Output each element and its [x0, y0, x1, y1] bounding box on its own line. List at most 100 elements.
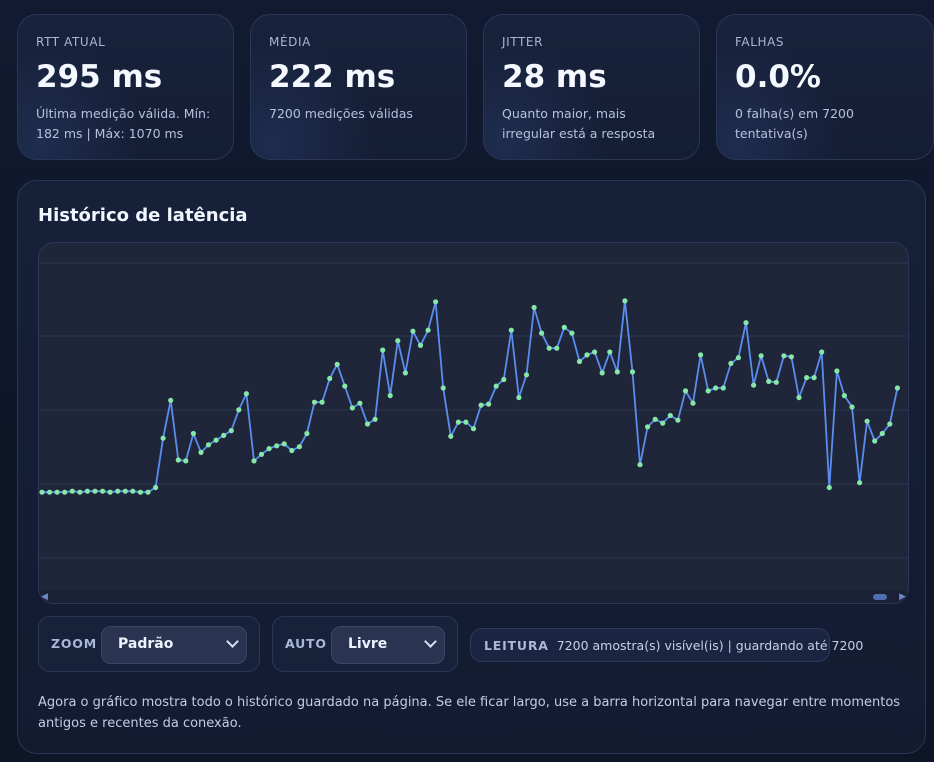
- data-point: [667, 412, 673, 419]
- stat-value: 295 ms: [36, 59, 163, 95]
- data-point: [205, 442, 212, 448]
- data-point: [637, 462, 643, 468]
- zoom-select[interactable]: Padrão: [101, 626, 247, 664]
- data-point: [39, 489, 45, 495]
- data-point: [682, 388, 689, 394]
- data-point: [455, 419, 461, 425]
- data-point: [410, 328, 416, 334]
- data-point: [425, 327, 431, 333]
- data-point: [614, 369, 620, 375]
- data-point: [122, 488, 128, 494]
- data-point: [584, 352, 590, 358]
- stat-sub: Quanto maior, mais irregular está a resp…: [502, 106, 656, 141]
- latency-history-panel: Histórico de latência ◀ ▶ ZOOM Padrão AU…: [17, 180, 926, 754]
- data-point: [319, 399, 325, 405]
- data-point: [599, 370, 605, 376]
- data-point: [872, 438, 878, 444]
- data-point: [887, 421, 893, 427]
- data-point: [349, 405, 355, 411]
- scrollbar-thumb[interactable]: [873, 594, 887, 600]
- scroll-right-icon[interactable]: ▶: [899, 592, 906, 602]
- data-point: [274, 443, 280, 449]
- data-point: [864, 418, 870, 424]
- data-point: [819, 349, 825, 355]
- data-point: [296, 444, 302, 450]
- stat-card-media: MÉDIA 222 ms 7200 medições válidas: [250, 14, 467, 160]
- data-point: [69, 488, 75, 494]
- chevron-down-icon: [226, 635, 239, 648]
- latency-chart[interactable]: ◀ ▶: [38, 242, 909, 604]
- data-point: [576, 358, 583, 365]
- data-point: [841, 393, 848, 399]
- data-point: [281, 441, 287, 447]
- data-point: [395, 338, 401, 344]
- data-point: [690, 400, 696, 406]
- data-point: [751, 382, 757, 388]
- zoom-select-value: Padrão: [118, 636, 174, 652]
- data-point: [100, 488, 106, 494]
- data-point: [77, 489, 83, 495]
- data-point: [168, 397, 174, 403]
- data-point: [115, 488, 121, 494]
- stat-label: MÉDIA: [269, 35, 311, 49]
- data-point: [402, 370, 408, 376]
- data-point: [372, 416, 378, 422]
- data-point: [62, 489, 68, 495]
- data-point: [342, 383, 348, 389]
- reading-badge: LEITURA 7200 amostra(s) visível(is) | gua…: [470, 628, 863, 662]
- stat-card-jitter: JITTER 28 ms Quanto maior, mais irregula…: [483, 14, 700, 160]
- stat-value: 0.0%: [735, 59, 821, 95]
- data-point: [54, 489, 60, 495]
- data-point: [516, 394, 522, 401]
- data-point: [258, 451, 265, 457]
- auto-select[interactable]: Livre: [331, 626, 445, 664]
- data-point: [380, 347, 386, 353]
- data-point: [811, 375, 817, 381]
- data-point: [826, 484, 832, 491]
- data-point: [720, 385, 726, 391]
- data-point: [849, 404, 855, 410]
- data-point: [92, 488, 98, 494]
- data-point: [796, 394, 802, 401]
- data-point: [554, 345, 560, 351]
- data-point: [728, 360, 734, 366]
- data-point: [440, 385, 446, 391]
- data-point: [486, 401, 492, 407]
- data-point: [501, 376, 507, 383]
- data-point: [645, 424, 651, 430]
- auto-control: AUTO Livre: [272, 616, 458, 672]
- data-point: [879, 430, 885, 437]
- data-point: [357, 400, 363, 406]
- data-point: [266, 446, 272, 452]
- data-point: [569, 330, 575, 336]
- data-point: [175, 457, 181, 463]
- horizontal-scrollbar[interactable]: ◀ ▶: [39, 591, 908, 603]
- zoom-label: ZOOM: [51, 636, 97, 651]
- data-point: [652, 416, 658, 422]
- data-point: [289, 447, 295, 454]
- data-point: [228, 428, 234, 434]
- data-point: [160, 435, 166, 441]
- scroll-left-icon[interactable]: ◀: [41, 592, 48, 602]
- panel-title: Histórico de latência: [38, 205, 248, 226]
- series-line: [42, 300, 899, 494]
- data-point: [758, 353, 764, 359]
- data-point: [137, 489, 143, 495]
- data-point: [448, 433, 454, 439]
- history-note: Agora o gráfico mostra todo o histórico …: [38, 695, 901, 731]
- data-point: [387, 393, 393, 399]
- stat-value: 222 ms: [269, 59, 396, 95]
- data-point: [47, 489, 53, 495]
- latency-chart-svg: [39, 262, 908, 559]
- data-point: [107, 489, 113, 495]
- stat-sub: 7200 medições válidas: [269, 106, 413, 121]
- data-point: [834, 368, 840, 374]
- data-point: [153, 484, 159, 491]
- data-point: [766, 378, 772, 384]
- data-point: [622, 298, 628, 304]
- data-point: [660, 420, 666, 426]
- data-point: [130, 488, 136, 494]
- data-point: [705, 388, 711, 394]
- data-point: [364, 421, 371, 427]
- stat-label: JITTER: [502, 35, 544, 49]
